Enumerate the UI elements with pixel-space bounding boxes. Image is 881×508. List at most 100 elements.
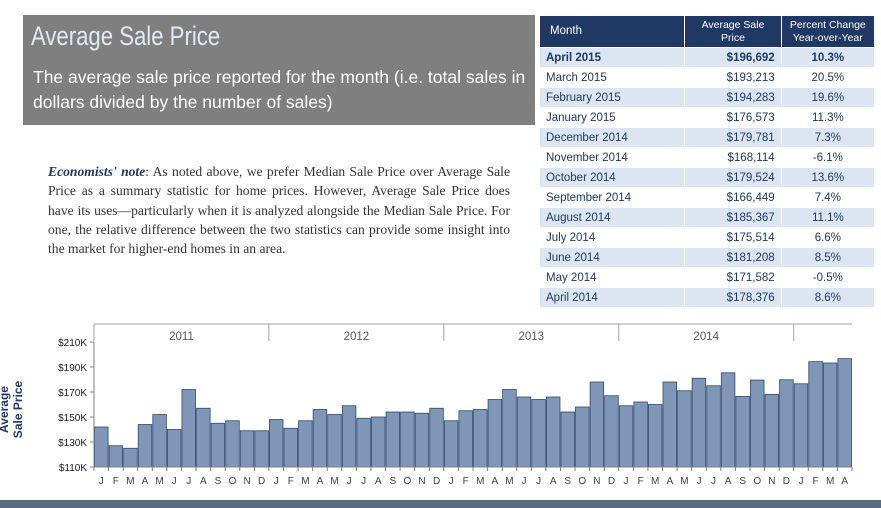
average-sale-price-chart: AverageSale Price $110K $130K $150K $170K $19… (0, 323, 853, 487)
bar (808, 361, 823, 468)
bar (210, 422, 226, 468)
section-title: Average Sale Price (31, 21, 221, 51)
table-row: March 2015 $193,213 20.5% (538, 67, 876, 88)
x-tick-label: S (215, 476, 222, 487)
x-tick-label: A (550, 476, 557, 487)
x-tick-label: A (317, 476, 324, 487)
cell-month: May 2014 (538, 267, 686, 288)
bar (298, 420, 313, 468)
table-row: September 2014 $166,449 7.4% (538, 187, 876, 208)
bar (371, 416, 386, 468)
bar (516, 396, 532, 468)
bar (545, 396, 561, 468)
bar (137, 424, 153, 468)
x-tick-label: D (433, 476, 440, 487)
y-tick-label: $150K (58, 413, 87, 424)
table-row: November 2014 $168,114 -6.1% (538, 147, 876, 168)
cell-price: $181,208 (684, 247, 782, 268)
y-tick-label: $110K (59, 463, 88, 474)
header-pct-change: Percent Change Year-over-Year (780, 15, 876, 48)
x-tick-label: F (638, 476, 644, 487)
x-tick-label: S (389, 476, 396, 487)
table-body: April 2015 $196,692 10.3% March 2015 $193,21… (538, 47, 876, 308)
cell-month: November 2014 (538, 147, 686, 168)
bar (152, 414, 167, 468)
x-tick-label: M (126, 476, 134, 487)
x-tick-label: A (841, 476, 848, 487)
cell-pct-change: -0.5% (780, 267, 876, 288)
table-row: June 2014 $181,208 8.5% (538, 247, 876, 268)
bar (706, 385, 721, 468)
x-tick-label: F (463, 476, 469, 487)
bar (196, 407, 211, 468)
bar (531, 399, 546, 468)
bar (94, 426, 109, 468)
bar (691, 377, 707, 468)
bar (575, 406, 590, 468)
cell-pct-change: 7.4% (780, 187, 876, 208)
bar (283, 427, 298, 468)
x-tick-label: J (347, 476, 352, 487)
cell-month: February 2015 (538, 87, 686, 108)
bar (589, 381, 605, 468)
bar (648, 404, 663, 468)
cell-month: August 2014 (538, 207, 686, 228)
x-tick-label: S (739, 476, 746, 487)
bar (166, 429, 182, 468)
header-panel: Average Sale Price The average sale pric… (23, 15, 535, 125)
bar (793, 383, 809, 468)
x-tick-label: J (522, 476, 527, 487)
x-tick-label: A (142, 476, 149, 487)
x-tick-label: A (492, 476, 499, 487)
x-tick-label: A (200, 476, 207, 487)
bar (356, 417, 371, 468)
x-tick-label: J (449, 476, 454, 487)
cell-price: $178,376 (684, 287, 782, 308)
x-tick-label: N (593, 476, 600, 487)
cell-month: January 2015 (538, 107, 686, 128)
x-tick-label: J (711, 476, 716, 487)
bar (487, 399, 503, 468)
x-tick-label: J (186, 476, 191, 487)
cell-pct-change: 20.5% (780, 67, 876, 88)
x-tick-label: D (258, 476, 265, 487)
bar (414, 412, 430, 468)
x-tick-label: N (768, 476, 775, 487)
bar (458, 410, 473, 468)
economists-note: Economists' note: As noted above, we pre… (48, 162, 510, 258)
x-tick-label: S (564, 476, 571, 487)
x-tick-label: M (826, 476, 834, 487)
cell-price: $196,692 (684, 47, 782, 68)
y-tick-label: $190K (58, 363, 87, 374)
table-row: January 2015 $176,573 11.3% (538, 107, 876, 128)
x-tick-label: O (229, 476, 237, 487)
bar (400, 411, 415, 468)
x-tick-label: M (651, 476, 659, 487)
cell-price: $166,449 (684, 187, 782, 208)
x-tick-label: D (608, 476, 615, 487)
x-tick-label: O (578, 476, 586, 487)
bar (502, 389, 517, 468)
header-price: Average Sale Price (684, 15, 782, 48)
cell-pct-change: 19.6% (780, 87, 876, 108)
x-tick-label: J (624, 476, 629, 487)
bar (123, 447, 138, 468)
bar (239, 430, 255, 468)
cell-pct-change: 11.1% (780, 207, 876, 228)
bar (662, 381, 677, 468)
bar (720, 372, 736, 468)
cell-pct-change: 7.3% (780, 127, 876, 148)
window-bottom-edge (0, 500, 881, 508)
header-month: Month (538, 15, 686, 48)
year-label: 2013 (519, 331, 545, 343)
cell-price: $185,367 (684, 207, 782, 228)
x-tick-label: A (725, 476, 732, 487)
cell-month: October 2014 (538, 167, 686, 188)
x-tick-label: J (798, 476, 803, 487)
x-tick-label: J (696, 476, 701, 487)
bar (750, 379, 765, 468)
bar (443, 420, 459, 468)
cell-pct-change: 13.6% (780, 167, 876, 188)
bar (108, 445, 124, 468)
cell-month: June 2014 (538, 247, 686, 268)
